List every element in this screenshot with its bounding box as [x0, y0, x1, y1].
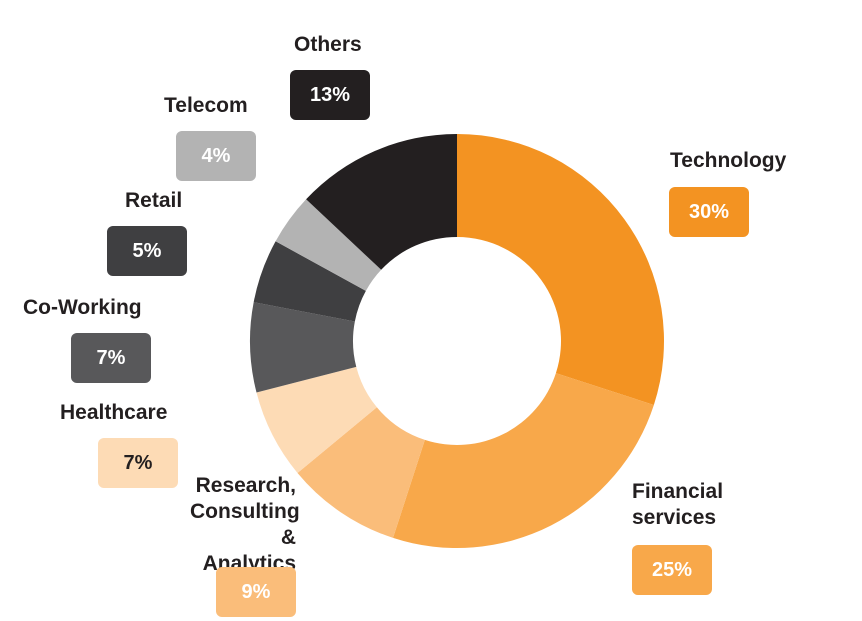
value-badge-telecom: 4% — [176, 131, 256, 181]
slice-technology — [457, 134, 664, 405]
value-badge-financial-services: 25% — [632, 545, 712, 595]
slice-telecom — [275, 199, 382, 291]
label-telecom: Telecom — [164, 94, 248, 117]
label-others: Others — [294, 33, 362, 56]
label-technology: Technology — [670, 149, 787, 172]
slice-others — [306, 134, 457, 270]
value-badge-research-consulting-analytics: 9% — [216, 567, 296, 617]
value-badge-technology: 30% — [669, 187, 749, 237]
label-research-consulting-analytics: Research, Consulting & Analytics — [190, 474, 300, 575]
label-co-working: Co-Working — [23, 296, 142, 319]
slice-retail — [253, 241, 366, 322]
value-badge-healthcare: 7% — [98, 438, 178, 488]
label-healthcare: Healthcare — [60, 401, 168, 424]
label-retail: Retail — [125, 189, 183, 212]
value-badge-others: 13% — [290, 70, 370, 120]
slice-co-working — [250, 302, 357, 393]
slice-healthcare — [256, 366, 377, 473]
slice-financial-services — [393, 373, 654, 548]
value-badge-retail: 5% — [107, 226, 187, 276]
label-financial-services: Financial services — [632, 480, 724, 529]
slice-research-consulting-analytics — [297, 407, 425, 538]
value-badge-co-working: 7% — [71, 333, 151, 383]
